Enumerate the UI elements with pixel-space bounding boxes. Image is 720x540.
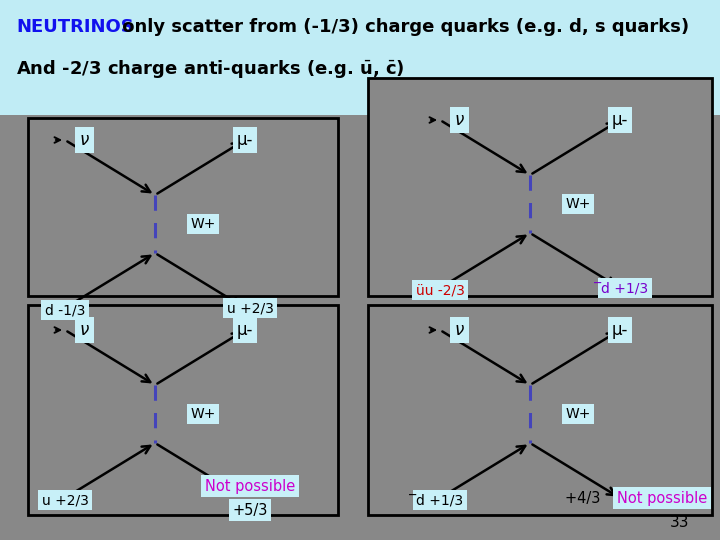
Text: μ-: μ- (612, 111, 628, 129)
Bar (0, 0, 720, 115)
Text: +4/3: +4/3 (565, 490, 605, 505)
Text: NEUTRINOS: NEUTRINOS (16, 18, 134, 36)
Text: $\nu$: $\nu$ (454, 111, 465, 129)
Text: μ-: μ- (612, 321, 628, 339)
Text: Not possible: Not possible (205, 478, 295, 494)
Bar (28, 305, 338, 515)
Bar (28, 118, 338, 296)
Text: ̅d +1/3: ̅d +1/3 (601, 281, 649, 295)
Text: $\nu$: $\nu$ (79, 131, 90, 149)
Text: Not possible: Not possible (617, 490, 707, 505)
Text: $\nu$: $\nu$ (454, 321, 465, 339)
Bar (368, 78, 712, 296)
Text: u +2/3: u +2/3 (42, 493, 89, 507)
Text: $\nu$: $\nu$ (79, 321, 90, 339)
Text: W+: W+ (190, 217, 216, 231)
Text: +5/3: +5/3 (233, 503, 268, 517)
Text: u +2/3: u +2/3 (227, 301, 274, 315)
Text: d -1/3: d -1/3 (45, 303, 85, 317)
Text: üu -2/3: üu -2/3 (415, 283, 464, 297)
Text: And -2/3 charge anti-quarks (e.g. $\bar{\mathregular{u}}$, $\bar{\mathregular{c}: And -2/3 charge anti-quarks (e.g. $\bar{… (16, 58, 405, 80)
Text: ̅d +1/3: ̅d +1/3 (416, 493, 464, 507)
Text: W+: W+ (565, 197, 590, 211)
Text: W+: W+ (565, 407, 590, 421)
Text: W+: W+ (190, 407, 216, 421)
Text: μ-: μ- (237, 321, 253, 339)
Text: only scatter from (-1/3) charge quarks (e.g. d, s quarks): only scatter from (-1/3) charge quarks (… (116, 18, 689, 36)
Text: 33: 33 (670, 515, 690, 530)
Text: μ-: μ- (237, 131, 253, 149)
Bar (368, 305, 712, 515)
